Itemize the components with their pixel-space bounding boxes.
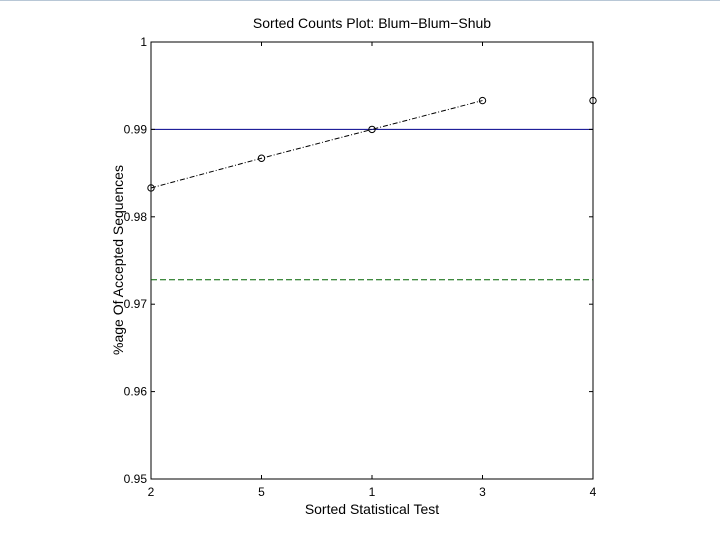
y-tick-label: 0.96 xyxy=(124,385,148,399)
y-tick-label: 0.98 xyxy=(124,210,148,224)
y-tick-label: 0.97 xyxy=(124,297,148,311)
y-tick-label: 0.95 xyxy=(124,472,148,486)
x-tick-label: 4 xyxy=(590,485,597,499)
y-axis: 0.95 0.96 0.97 0.98 0.99 1 xyxy=(124,35,593,486)
data-series xyxy=(147,96,597,192)
y-axis-label: %age Of Accepted Sequences xyxy=(110,165,126,355)
x-tick-label: 2 xyxy=(148,485,155,499)
x-tick-label: 1 xyxy=(369,485,376,499)
chart-title: Sorted Counts Plot: Blum−Blum−Shub xyxy=(253,15,491,31)
data-point xyxy=(368,125,376,134)
reference-lines xyxy=(151,128,593,281)
x-tick-label: 3 xyxy=(479,485,486,499)
data-point xyxy=(589,96,597,105)
x-tick-label: 5 xyxy=(258,485,265,499)
y-tick-label: 1 xyxy=(140,35,147,49)
data-point xyxy=(478,96,487,105)
data-point xyxy=(147,184,155,192)
plot-frame xyxy=(150,41,594,480)
x-axis-label: Sorted Statistical Test xyxy=(305,501,439,517)
y-tick-label: 0.99 xyxy=(124,122,148,136)
top-rule xyxy=(0,0,720,1)
x-axis: 2 5 1 3 4 xyxy=(148,42,597,499)
series-line xyxy=(150,100,483,189)
data-point xyxy=(257,154,266,162)
